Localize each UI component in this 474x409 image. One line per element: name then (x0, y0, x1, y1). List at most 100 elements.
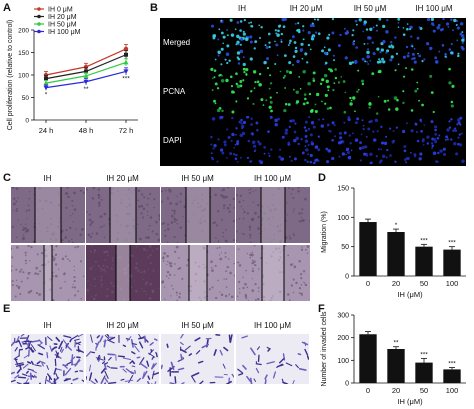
cell-texture (161, 200, 164, 203)
cell-texture (158, 215, 160, 218)
stained-cell (66, 361, 72, 365)
cell-texture (92, 265, 95, 268)
cell-nucleus (410, 109, 414, 112)
cell-texture (300, 216, 303, 219)
cell-texture (93, 249, 97, 252)
column-header-ih-100: IH 100 μM (253, 321, 292, 330)
cell-texture (93, 251, 96, 254)
cell-texture (173, 217, 177, 221)
y-tick-label: 300 (337, 313, 349, 320)
cell-nucleus (405, 161, 407, 164)
cell-nucleus (387, 108, 391, 111)
cell-texture (25, 262, 27, 265)
cell-texture (166, 254, 169, 258)
stained-cell (201, 343, 209, 349)
stained-cell (104, 334, 111, 341)
panel-label-e: E (3, 303, 11, 315)
cell-nucleus (382, 141, 385, 144)
cell-nucleus (304, 158, 307, 162)
cell-texture (237, 261, 240, 264)
cell-nucleus (213, 143, 217, 148)
cell-texture (64, 255, 67, 258)
stained-cell (94, 378, 98, 383)
cell-texture (254, 211, 257, 215)
cell-texture (60, 239, 64, 242)
cell-nucleus (274, 118, 278, 123)
cell-nucleus (268, 105, 272, 109)
cell-nucleus (404, 158, 407, 161)
panel-label-f: F (318, 303, 325, 315)
cell-texture (173, 274, 176, 276)
cell-texture (257, 298, 260, 301)
cell-texture (72, 221, 74, 223)
cell-texture (100, 278, 103, 280)
cell-texture (237, 280, 241, 284)
cell-texture (67, 299, 70, 301)
cell-nucleus (268, 41, 271, 44)
cell-nucleus (311, 22, 314, 25)
wound-healing-image (161, 187, 235, 243)
stained-cell (38, 339, 43, 344)
y-tick-label: 100 (337, 215, 349, 222)
cell-texture (217, 240, 220, 243)
stained-cell (53, 378, 56, 384)
cell-texture (239, 194, 242, 197)
cell-texture (137, 269, 140, 273)
stained-cell (38, 352, 44, 356)
cell-texture (64, 272, 66, 274)
cell-texture (149, 192, 152, 196)
cell-texture (211, 269, 214, 272)
cell-nucleus (226, 34, 229, 37)
column-header-ih-50: IH 50 μM (353, 4, 387, 13)
cell-texture (289, 237, 292, 240)
stained-cell (14, 347, 18, 352)
x-tick-label: 50 (420, 386, 428, 395)
cell-nucleus (406, 23, 409, 25)
cell-texture (288, 187, 290, 189)
stained-cell (154, 381, 157, 384)
cell-nucleus (212, 34, 216, 38)
cell-texture (93, 277, 96, 280)
cell-nucleus (434, 140, 438, 144)
stained-cell (131, 342, 137, 346)
stained-cell (76, 349, 84, 353)
cell-nucleus (309, 153, 313, 158)
cell-nucleus (274, 62, 277, 66)
cell-texture (238, 288, 241, 290)
cell-nucleus (397, 63, 400, 66)
cell-nucleus (352, 42, 356, 46)
cell-texture (164, 189, 167, 192)
cell-nucleus (444, 52, 447, 56)
cell-nucleus (247, 139, 251, 143)
cell-texture (77, 290, 80, 293)
stained-cell (197, 360, 204, 364)
cell-nucleus (304, 139, 309, 143)
cell-nucleus (338, 155, 341, 158)
cell-nucleus (366, 60, 368, 63)
stained-cell (41, 362, 44, 367)
cell-texture (147, 256, 150, 259)
cell-texture (228, 210, 231, 213)
cell-texture (54, 254, 57, 257)
cell-texture (26, 228, 30, 232)
cell-texture (170, 284, 173, 287)
cell-texture (143, 290, 145, 292)
stained-cell (179, 341, 184, 346)
cell-nucleus (233, 91, 236, 94)
cell-nucleus (385, 30, 389, 34)
cell-texture (222, 188, 226, 191)
cell-texture (130, 275, 133, 278)
bar (387, 349, 405, 383)
cell-nucleus (320, 124, 325, 128)
cell-nucleus (250, 90, 253, 93)
cell-texture (303, 281, 305, 283)
cell-nucleus (350, 99, 353, 102)
stained-cell (190, 375, 196, 383)
stained-cell (124, 379, 134, 382)
cell-nucleus (268, 154, 271, 157)
cell-texture (143, 270, 146, 273)
cell-nucleus (236, 51, 241, 55)
cell-texture (29, 272, 31, 274)
cell-nucleus (456, 123, 459, 126)
cell-nucleus (251, 140, 256, 145)
